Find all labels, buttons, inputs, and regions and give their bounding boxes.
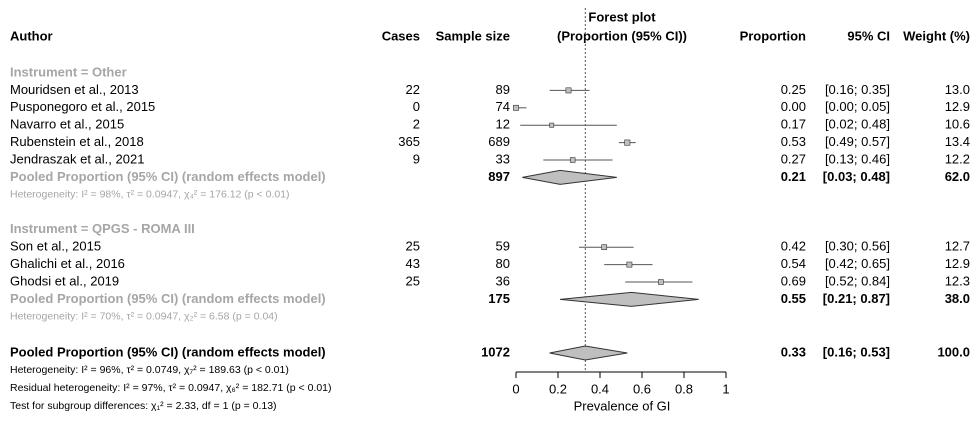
weight: 12.3 [945,273,970,288]
ci: [0.52; 0.84] [825,273,890,288]
proportion: 0.54 [781,256,806,271]
cases: 25 [406,239,420,254]
author: Ghalichi et al., 2016 [10,256,125,271]
proportion: 0.27 [781,151,806,166]
weight: 10.6 [945,117,970,132]
cases: 0 [413,99,420,114]
col-header: Proportion [740,28,806,43]
cases: 25 [406,273,420,288]
col-header: Weight (%) [903,28,970,43]
author: Ghodsi et al., 2019 [10,273,119,288]
x-tick-label: 0 [512,381,519,396]
note: Heterogeneity: I² = 96%, τ² = 0.0749, χ₇… [10,364,289,376]
heterogeneity: Heterogeneity: I² = 98%, τ² = 0.0947, χ₄… [10,189,290,201]
heterogeneity: Heterogeneity: I² = 70%, τ² = 0.0947, χ₂… [10,311,278,323]
point-estimate [549,122,555,128]
proportion: 0.00 [781,99,806,114]
col-header: Sample size [436,28,510,43]
overall-label: Pooled Proportion (95% CI) (random effec… [10,344,326,359]
cases: 22 [406,82,420,97]
sample-size: 36 [496,273,510,288]
cases: 365 [398,134,420,149]
sample-size: 59 [496,239,510,254]
proportion: 0.25 [781,82,806,97]
ci: [0.16; 0.35] [825,82,890,97]
proportion: 0.17 [781,117,806,132]
point-estimate [601,244,608,251]
x-tick-label: 1 [722,381,729,396]
pooled-diamond [522,169,617,185]
sample-size: 1072 [481,344,510,359]
group-header: Instrument = QPGS - ROMA III [10,221,195,236]
cases: 2 [413,117,420,132]
ci: [0.21; 0.87] [823,291,890,306]
ci: [0.03; 0.48] [823,169,890,184]
weight: 13.4 [945,134,970,149]
author: Rubenstein et al., 2018 [10,134,144,149]
sample-size: 33 [496,151,510,166]
weight: 12.2 [945,151,970,166]
weight: 100.0 [937,344,970,359]
col-header: 95% CI [847,28,890,43]
col-header: Author [10,28,53,43]
pooled-diamond [549,345,628,361]
sample-size: 89 [496,82,510,97]
proportion: 0.21 [781,169,806,184]
proportion: 0.69 [781,273,806,288]
proportion: 0.42 [781,239,806,254]
proportion: 0.55 [781,291,806,306]
sample-size: 74 [496,99,510,114]
ci: [0.49; 0.57] [825,134,890,149]
author: Pusponegoro et al., 2015 [10,99,155,114]
pooled-label: Pooled Proportion (95% CI) (random effec… [10,291,326,306]
x-tick-label: 0.2 [549,381,567,396]
weight: 13.0 [945,82,970,97]
author: Jendraszak et al., 2021 [10,151,144,166]
author: Mouridsen et al., 2013 [10,82,139,97]
point-estimate [626,261,633,268]
group-header: Instrument = Other [10,64,127,79]
sample-size: 897 [488,169,510,184]
x-tick-label: 0.4 [591,381,609,396]
title: Forest plot [588,9,656,24]
author: Son et al., 2015 [10,239,101,254]
x-axis-label: Prevalence of GI [574,398,671,413]
cases: 9 [413,151,420,166]
note: Test for subgroup differences: χ₁² = 2.3… [10,400,277,412]
ci: [0.42; 0.65] [825,256,890,271]
point-estimate [513,104,519,111]
note: Residual heterogeneity: I² = 97%, τ² = 0… [10,382,332,394]
x-tick-label: 0.6 [633,381,651,396]
ci: [0.13; 0.46] [825,151,890,166]
sample-size: 12 [496,117,510,132]
point-estimate [569,157,576,163]
sample-size: 80 [496,256,510,271]
ci: [0.02; 0.48] [825,117,890,132]
author: Navarro et al., 2015 [10,117,124,132]
ci: [0.00; 0.05] [825,99,890,114]
point-estimate [658,279,664,285]
point-estimate [565,87,572,94]
weight: 38.0 [945,291,970,306]
proportion: 0.33 [781,344,806,359]
weight: 12.9 [945,256,970,271]
sample-size: 689 [488,134,510,149]
ci: [0.16; 0.53] [823,344,890,359]
pooled-diamond [560,291,699,307]
proportion: 0.53 [781,134,806,149]
pooled-label: Pooled Proportion (95% CI) (random effec… [10,169,326,184]
col-header: Cases [382,28,420,43]
weight: 12.7 [945,239,970,254]
subtitle: (Proportion (95% CI)) [557,28,687,43]
cases: 43 [406,256,420,271]
sample-size: 175 [488,291,510,306]
ci: [0.30; 0.56] [825,239,890,254]
x-tick-label: 0.8 [675,381,693,396]
weight: 62.0 [945,169,970,184]
point-estimate [624,139,631,146]
weight: 12.9 [945,99,970,114]
